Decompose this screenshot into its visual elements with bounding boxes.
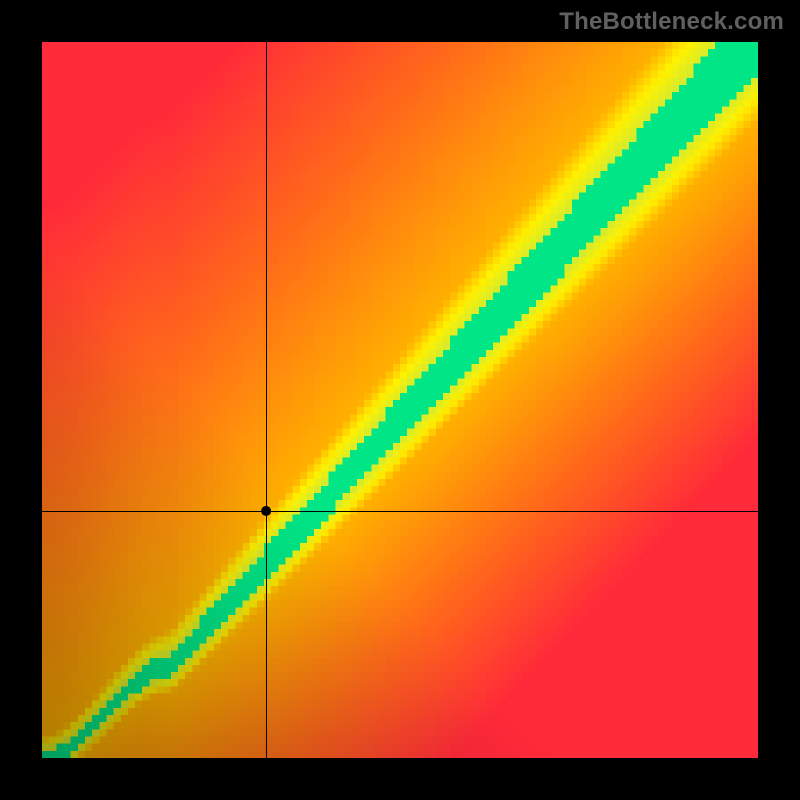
crosshair-overlay bbox=[42, 42, 758, 758]
stage: { "canvas": { "width_px": 800, "height_p… bbox=[0, 0, 800, 800]
watermark-text: TheBottleneck.com bbox=[559, 8, 784, 36]
